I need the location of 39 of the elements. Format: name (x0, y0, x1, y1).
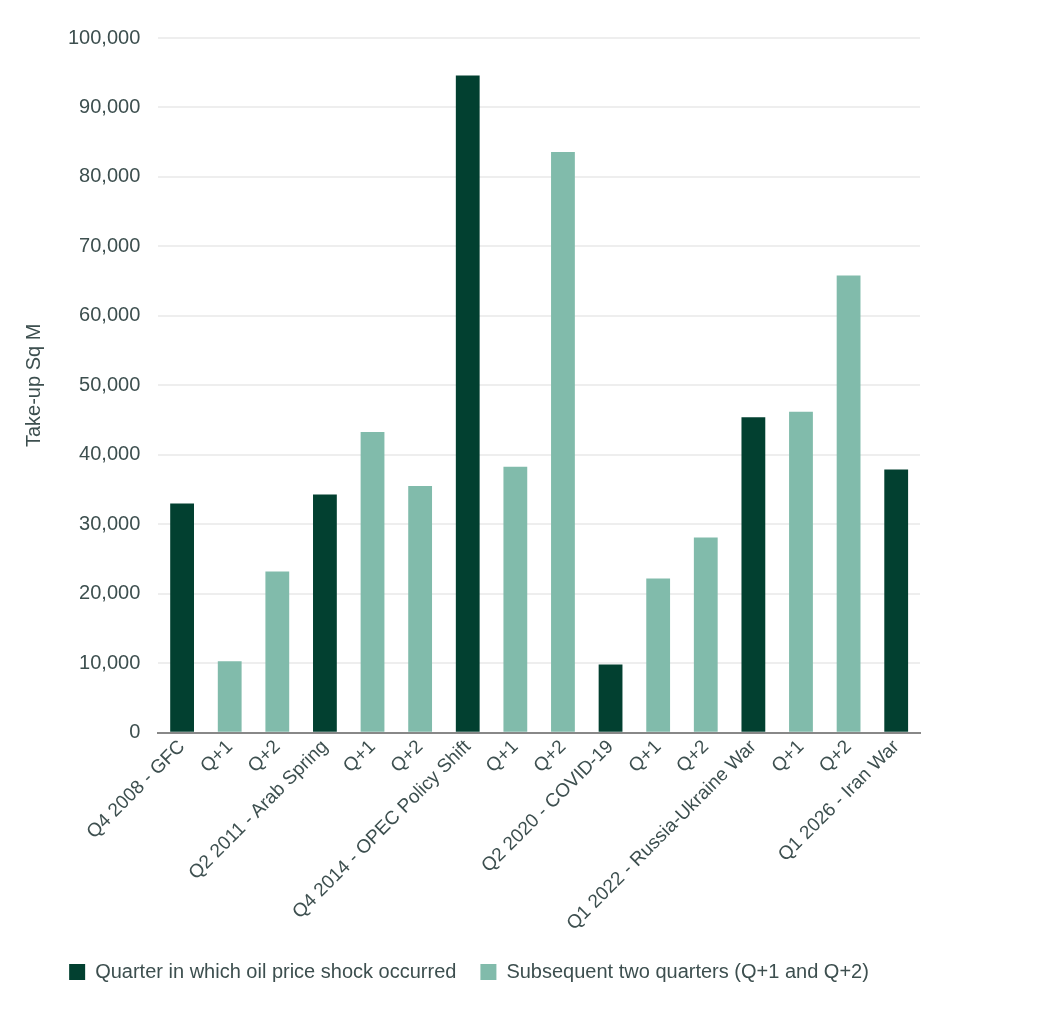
bar (265, 571, 290, 732)
bar (598, 664, 623, 732)
bar (836, 275, 861, 732)
x-tick-label: Q+1 (481, 735, 522, 777)
bar (646, 578, 671, 732)
bar (789, 411, 813, 732)
y-tick-label: 70,000 (79, 233, 141, 256)
bar (693, 537, 718, 732)
bar (455, 75, 480, 732)
bar (313, 494, 337, 732)
bar (217, 661, 242, 732)
bar (741, 417, 766, 732)
legend-label: Subsequent two quarters (Q+1 and Q+2) (506, 959, 869, 982)
y-tick-label: 90,000 (79, 94, 141, 117)
x-tick-label: Q+2 (671, 735, 713, 777)
x-tick-label: Q+1 (195, 735, 237, 777)
bar (170, 503, 194, 732)
bar (408, 486, 433, 732)
x-tick-label: Q+1 (624, 735, 665, 777)
y-tick-label: 0 (129, 720, 141, 743)
y-tick-label: 40,000 (79, 442, 141, 465)
bar (884, 469, 909, 732)
y-axis-title: Take-up Sq M (21, 323, 44, 448)
bar (503, 466, 528, 732)
x-tick-label: Q+2 (386, 735, 427, 777)
y-tick-label: 60,000 (79, 303, 141, 326)
y-tick-label: 30,000 (79, 511, 141, 534)
legend-label: Quarter in which oil price shock occurred (95, 959, 457, 982)
y-tick-label: 50,000 (79, 372, 141, 395)
bar (360, 431, 385, 732)
x-tick-label: Q+1 (338, 735, 380, 777)
x-tick-label: Q+2 (243, 735, 284, 777)
y-tick-label: 20,000 (79, 581, 141, 604)
y-tick-label: 100,000 (68, 25, 141, 48)
y-tick-label: 10,000 (79, 650, 141, 673)
x-tick-label: Q+1 (766, 735, 808, 777)
x-tick-label: Q+2 (814, 735, 856, 777)
bar (551, 151, 575, 732)
y-tick-label: 80,000 (79, 164, 141, 187)
